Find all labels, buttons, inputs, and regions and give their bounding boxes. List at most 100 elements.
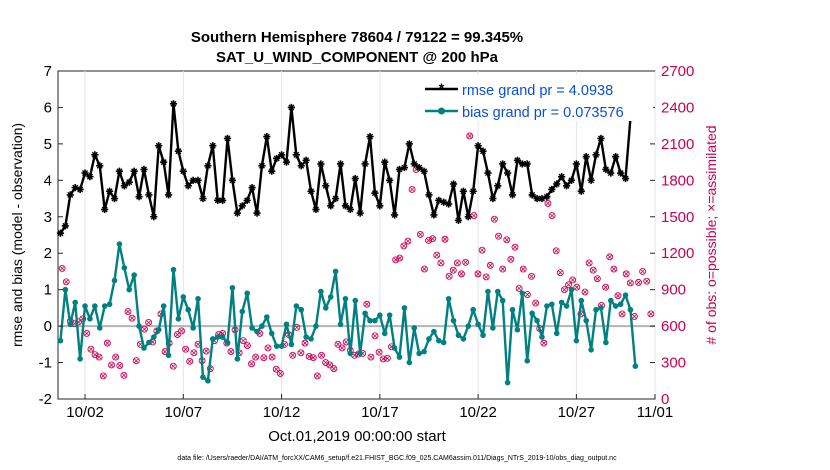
obs-cross-stroke: [315, 373, 320, 379]
rmse-point-stroke: [283, 159, 290, 166]
obs-cross-stroke: [249, 361, 254, 366]
bias-point: [146, 339, 152, 346]
obs-assimilated-point: [169, 362, 177, 370]
bias-point: [96, 325, 103, 331]
rmse-point-stroke: [219, 197, 226, 204]
bias-point: [180, 294, 187, 300]
obs-assimilated-point: [639, 267, 647, 275]
rmse-point-stroke: [293, 151, 300, 158]
bias-point: [372, 317, 378, 324]
obs-cross-stroke: [500, 266, 505, 272]
legend-box: [421, 75, 653, 121]
bias-point: [106, 301, 113, 308]
obs-cross-stroke: [636, 280, 641, 285]
y-tick-label: -2: [39, 391, 52, 408]
obs-assimilated-point: [556, 269, 564, 277]
obs-assimilated-point: [499, 265, 507, 273]
bias-point: [67, 321, 74, 328]
bias-point: [185, 306, 192, 313]
obs-assimilated-point: [445, 272, 453, 280]
rmse-point-stroke: [435, 197, 442, 204]
obs-assimilated-point: [62, 278, 70, 286]
y2-tick-label: 1200: [661, 245, 694, 262]
bias-point: [268, 330, 275, 337]
bias-point: [141, 345, 147, 351]
obs-cross-stroke: [142, 327, 147, 332]
obs-cross-stroke: [146, 320, 151, 325]
rmse-point-stroke: [573, 160, 580, 167]
bias-point: [450, 317, 457, 324]
y-tick-label: -1: [39, 355, 52, 372]
rmse-point-stroke: [602, 166, 609, 173]
obs-cross-stroke: [624, 271, 629, 276]
obs-assimilated-point: [626, 279, 634, 287]
bias-point: [298, 306, 305, 313]
rmse-point-stroke: [362, 160, 369, 167]
rmse-point-stroke: [421, 168, 428, 175]
chart-subtitle: SAT_U_WIND_COMPONENT @ 200 hPa: [216, 49, 499, 66]
obs-assimilated-point: [466, 132, 474, 140]
bias-point: [160, 303, 167, 309]
bias-point: [436, 337, 442, 344]
bias-point: [249, 325, 255, 331]
obs-cross-stroke: [105, 341, 110, 346]
bias-point: [209, 336, 216, 342]
obs-assimilated-point: [643, 277, 651, 285]
obs-assimilated-point: [458, 270, 465, 278]
rmse-point-stroke: [593, 151, 600, 158]
y-axis-label: rmse and bias (model - observation): [9, 123, 25, 347]
rmse-point-stroke: [288, 104, 295, 111]
bias-point: [214, 334, 221, 340]
bias-point: [578, 297, 585, 304]
obs-assimilated-point: [610, 265, 618, 273]
bias-point: [155, 326, 162, 333]
bias-point: [460, 336, 467, 342]
bias-point: [92, 303, 98, 309]
obs-assimilated-point: [132, 357, 140, 365]
bias-point: [524, 357, 531, 364]
bias-point: [293, 303, 300, 309]
obs-cross-stroke: [261, 355, 266, 360]
obs-cross-stroke: [574, 285, 579, 290]
obs-cross-stroke: [241, 338, 246, 343]
rmse-point-stroke: [229, 177, 236, 184]
rmse-point-stroke: [101, 206, 108, 213]
bias-point: [219, 334, 226, 340]
obs-assimilated-point: [124, 308, 132, 315]
rmse-point-stroke: [180, 168, 187, 175]
bias-point: [318, 288, 324, 295]
obs-cross-stroke: [319, 353, 324, 358]
bias-point: [504, 379, 511, 386]
rmse-point-stroke: [455, 217, 462, 224]
bias-point: [72, 299, 78, 306]
obs-cross-stroke: [611, 266, 616, 272]
rmse-point-stroke: [588, 177, 595, 184]
rmse-point-stroke: [465, 213, 472, 220]
x-axis-label: Oct.01,2019 00:00:00 start: [268, 428, 446, 445]
rmse-point-stroke: [145, 191, 152, 198]
obs-assimilated-point: [363, 300, 371, 308]
bias-point: [62, 286, 69, 293]
rmse-point-stroke: [401, 164, 408, 171]
x-tick-label: 10/02: [66, 404, 104, 421]
legend-rmse-marker: *: [439, 80, 445, 96]
bias-point: [313, 323, 319, 329]
rmse-point-stroke: [253, 210, 261, 217]
bias-point: [544, 303, 550, 309]
obs-cross-stroke: [121, 373, 126, 378]
obs-assimilated-point: [614, 292, 622, 300]
rmse-point-stroke: [165, 191, 172, 198]
bias-point: [278, 343, 285, 349]
rmse-point-stroke: [209, 142, 216, 149]
obs-assimilated-point: [519, 265, 527, 273]
obs-assimilated-point: [425, 237, 433, 244]
obs-cross-stroke: [447, 274, 452, 279]
y2-axis-label: # of obs: o=possible; ×=assimilated: [703, 125, 719, 344]
obs-assimilated-point: [647, 310, 655, 318]
bias-point: [229, 285, 236, 291]
bias-point: [465, 323, 472, 329]
obs-assimilated-point: [581, 288, 589, 296]
rmse-point-stroke: [185, 182, 192, 189]
obs-cross-stroke: [434, 252, 439, 258]
obs-cross-stroke: [504, 237, 509, 242]
